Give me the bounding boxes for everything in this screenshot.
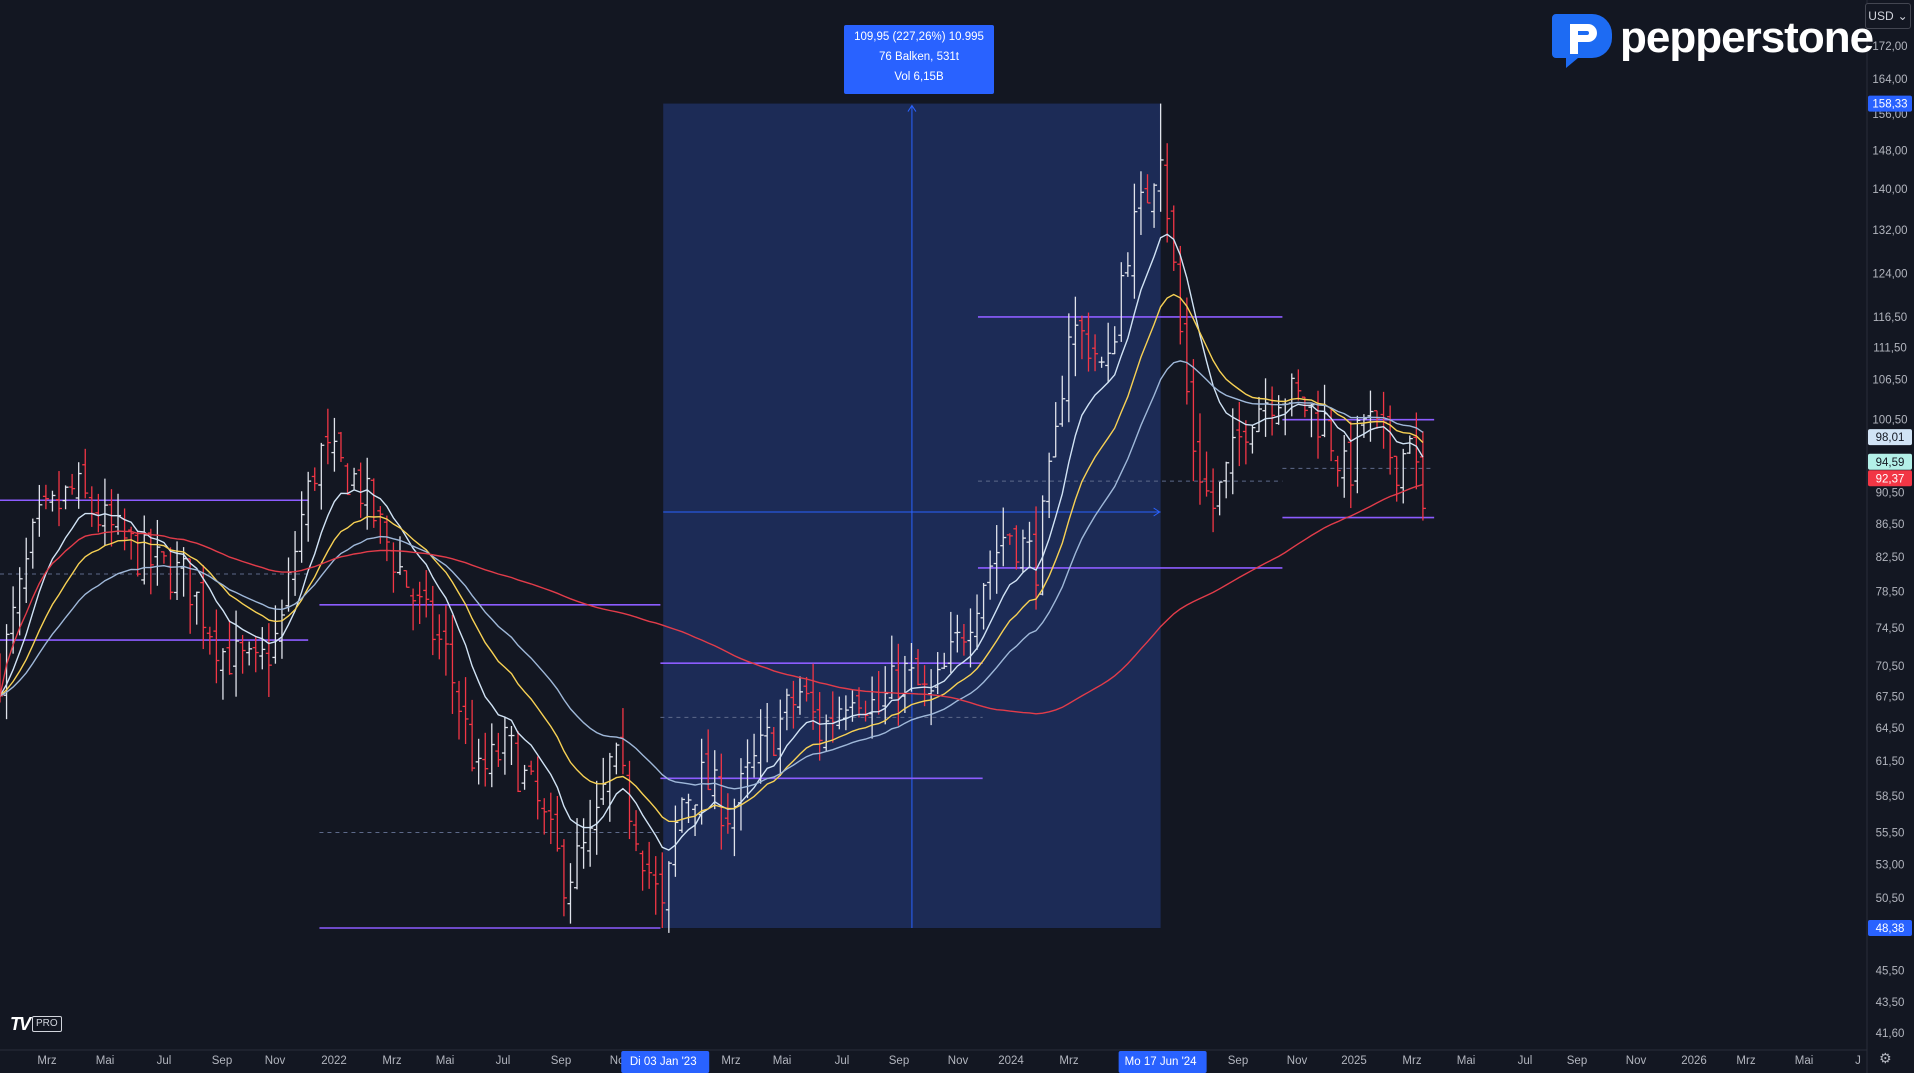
time-tick-label: Mai <box>1795 1055 1814 1067</box>
time-axis[interactable]: Mrz Mai Jul Sep Nov 2022 Mrz Mai Jul Sep Nov Mrz Mai… <box>0 1049 1867 1073</box>
ma-line <box>0 360 1424 790</box>
y-tick-label: 140,00 <box>1872 184 1907 196</box>
y-tick-label: 53,00 <box>1876 860 1905 872</box>
range-date-label: Di 03 Jan '23 <box>630 1056 697 1068</box>
measure-arrow-head-right <box>1153 507 1161 517</box>
time-tick-label: Mai <box>96 1055 115 1067</box>
y-tick-label: 172,00 <box>1872 41 1907 53</box>
measure-tooltip: 109,95 (227,26%) 10.995 76 Balken, 531t … <box>844 25 994 94</box>
time-tick-label: Mrz <box>1736 1055 1755 1067</box>
ma-line <box>0 483 1424 715</box>
price-label: 92,37 <box>1876 473 1905 485</box>
time-tick-label: Jul <box>157 1055 172 1067</box>
y-tick-label: 74,50 <box>1876 623 1905 635</box>
range-date-label: Mo 17 Jun '24 <box>1125 1056 1197 1068</box>
y-tick-label: 78,50 <box>1876 586 1905 598</box>
time-tick-label: Nov <box>1287 1055 1308 1067</box>
ma-line <box>0 233 1424 851</box>
y-tick-label: 86,50 <box>1876 519 1905 531</box>
range-date-bg <box>1118 1051 1207 1073</box>
y-tick-label: 58,50 <box>1876 791 1905 803</box>
time-tick-label: Mai <box>773 1055 792 1067</box>
time-tick-label: Mai <box>1457 1055 1476 1067</box>
time-tick-label: Nov <box>1626 1055 1647 1067</box>
time-tick-label: Sep <box>889 1055 909 1067</box>
time-tick-label: Sep <box>212 1055 232 1067</box>
y-tick-label: 164,00 <box>1872 74 1907 86</box>
y-tick-label: 90,50 <box>1876 488 1905 500</box>
measure-area <box>663 103 1161 929</box>
y-tick-label: 55,50 <box>1876 828 1905 840</box>
y-tick-label: 43,50 <box>1876 997 1905 1009</box>
brand-name: pepperstone <box>1620 13 1874 62</box>
y-tick-label: 41,60 <box>1876 1028 1905 1040</box>
y-tick-label: 106,50 <box>1872 374 1907 386</box>
y-tick-label: 82,50 <box>1876 552 1905 564</box>
time-tick-label: Mrz <box>1402 1055 1421 1067</box>
y-tick-label: 45,50 <box>1876 966 1905 978</box>
price-label: 158,33 <box>1872 99 1907 111</box>
y-tick-label: 148,00 <box>1872 146 1907 158</box>
currency-selector[interactable]: USD ⌄ <box>1865 3 1911 29</box>
tradingview-logo-icon: TV <box>10 1013 31 1034</box>
time-tick-label: 2022 <box>321 1055 347 1067</box>
ma-line <box>0 293 1424 823</box>
y-tick-label: 116,50 <box>1873 312 1907 324</box>
time-tick-label: Mrz <box>1059 1055 1078 1067</box>
y-tick-label: 100,50 <box>1872 415 1907 427</box>
y-tick-label: 111,50 <box>1873 342 1906 354</box>
price-axis-bg <box>1867 0 1914 1073</box>
time-tick-label: Jul <box>496 1055 511 1067</box>
measure-volume: Vol 6,15B <box>894 71 944 83</box>
time-tick-label: Jul <box>1518 1055 1533 1067</box>
time-tick-label: J <box>1855 1055 1861 1067</box>
measure-bars: 76 Balken, 531t <box>879 51 959 63</box>
price-label-bg <box>1868 453 1912 470</box>
price-axis[interactable]: 172,00 164,00 156,00 148,00 140,00 132,00 124,… <box>1866 0 1914 1073</box>
y-tick-label: 64,50 <box>1876 723 1905 735</box>
time-tick-label: 2026 <box>1681 1055 1707 1067</box>
currency-label: USD <box>1868 9 1894 23</box>
time-tick-label: Sep <box>1567 1055 1587 1067</box>
time-tick-label: Jul <box>835 1055 850 1067</box>
candles <box>0 103 1426 933</box>
moving-averages <box>0 233 1424 851</box>
time-tick-label: Mrz <box>382 1055 401 1067</box>
y-tick-label: 67,50 <box>1876 691 1905 703</box>
price-label: 94,59 <box>1876 457 1905 469</box>
y-tick-label: 124,00 <box>1872 269 1907 281</box>
price-label-bg <box>1868 429 1912 446</box>
time-tick-label: Mrz <box>37 1055 56 1067</box>
time-tick-label: Mai <box>436 1055 455 1067</box>
pro-badge: PRO <box>32 1016 62 1032</box>
measure-arrow-head <box>907 104 917 112</box>
time-tick-label: Mrz <box>721 1055 740 1067</box>
gear-icon[interactable]: ⚙ <box>1879 1050 1892 1066</box>
chevron-down-icon: ⌄ <box>1897 9 1908 23</box>
price-label-bg <box>1868 95 1912 112</box>
y-tick-label: 70,50 <box>1876 661 1905 673</box>
price-label: 98,01 <box>1876 432 1905 444</box>
time-tick-label: Sep <box>551 1055 571 1067</box>
y-tick-label: 132,00 <box>1872 225 1907 237</box>
price-label: 48,38 <box>1876 923 1905 935</box>
time-tick-label: Nov <box>265 1055 286 1067</box>
range-date-bg <box>621 1051 710 1073</box>
time-tick-label: Sep <box>1228 1055 1248 1067</box>
y-tick-label: 50,50 <box>1876 893 1905 905</box>
level-lines <box>0 316 1435 929</box>
price-label-bg <box>1868 920 1912 937</box>
pepperstone-p-icon <box>1552 14 1612 68</box>
y-tick-label: 61,50 <box>1876 756 1905 768</box>
measure-change: 109,95 (227,26%) 10.995 <box>854 31 984 43</box>
tradingview-pro-badge: TV PRO <box>10 1013 62 1034</box>
time-tick-label: 2024 <box>998 1055 1024 1067</box>
price-label-bg <box>1868 470 1912 487</box>
pepperstone-logo: pepperstone <box>1548 8 1874 68</box>
time-tick-label: Nov <box>948 1055 969 1067</box>
y-tick-label: 156,00 <box>1872 109 1907 121</box>
time-tick-label: 2025 <box>1341 1055 1367 1067</box>
